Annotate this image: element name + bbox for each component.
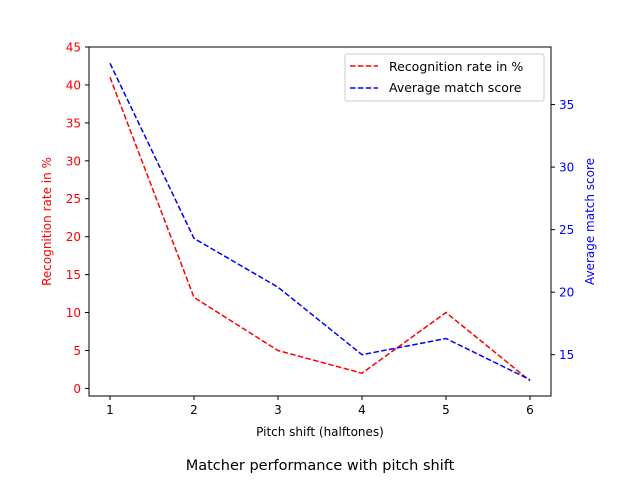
left-y-tick-label: 5 [73, 344, 81, 358]
left-y-tick-label: 25 [66, 192, 81, 206]
left-y-tick-label: 0 [73, 382, 81, 396]
plot-frame [88, 46, 552, 397]
right-axis-label: Average match score [583, 158, 597, 285]
left-y-tick-label: 20 [66, 230, 81, 244]
x-tick-label: 1 [106, 403, 114, 417]
legend-label-match-score: Average match score [389, 80, 522, 95]
x-tick-label: 3 [274, 403, 282, 417]
right-y-tick-label: 35 [559, 98, 574, 112]
x-axis-label: Pitch shift (halftones) [256, 425, 384, 439]
legend-label-recognition: Recognition rate in % [389, 59, 523, 74]
left-y-tick-label: 30 [66, 154, 81, 168]
left-y-tick-label: 15 [66, 268, 81, 282]
left-axis-label: Recognition rate in % [40, 157, 54, 286]
x-tick-label: 6 [526, 403, 534, 417]
x-tick-label: 4 [358, 403, 366, 417]
left-y-tick-label: 45 [66, 41, 81, 55]
left-y-tick-label: 40 [66, 78, 81, 92]
left-y-tick-label: 10 [66, 306, 81, 320]
chart-title: Matcher performance with pitch shift [186, 458, 455, 474]
x-tick-label: 2 [190, 403, 198, 417]
left-y-tick-label: 35 [66, 116, 81, 130]
x-tick-label: 5 [442, 403, 450, 417]
legend: Recognition rate in % Average match scor… [344, 53, 545, 102]
right-y-tick-label: 20 [559, 286, 574, 300]
right-y-tick-label: 30 [559, 161, 574, 175]
legend-box [344, 53, 545, 102]
right-y-tick-label: 15 [559, 348, 574, 362]
series-line-average-match-score [109, 62, 531, 381]
right-y-tick-label: 25 [559, 223, 574, 237]
plot-area [109, 62, 531, 382]
